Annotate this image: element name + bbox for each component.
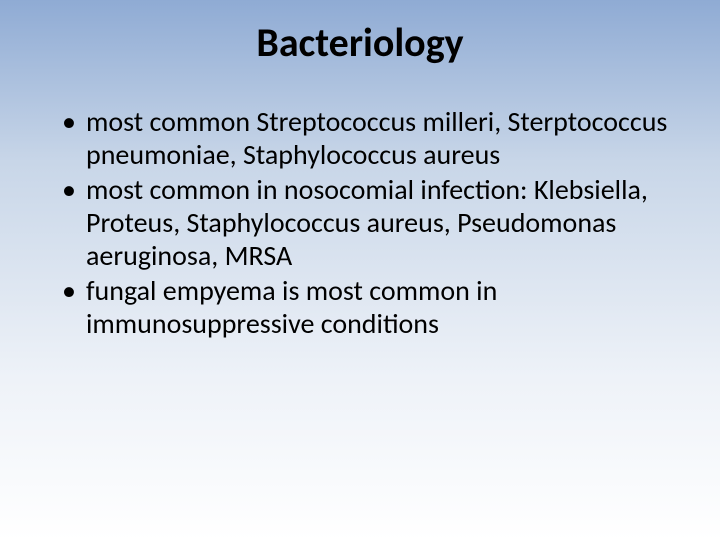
slide-title: Bacteriology: [50, 18, 670, 67]
slide: Bacteriology most common Streptococcus m…: [0, 0, 720, 540]
bullet-item: most common Streptococcus milleri, Sterp…: [60, 105, 670, 171]
bullet-item: fungal empyema is most common in immunos…: [60, 274, 670, 340]
slide-content: most common Streptococcus milleri, Sterp…: [50, 105, 670, 340]
bullet-item: most common in nosocomial infection: Kle…: [60, 173, 670, 272]
bullet-list: most common Streptococcus milleri, Sterp…: [60, 105, 670, 340]
